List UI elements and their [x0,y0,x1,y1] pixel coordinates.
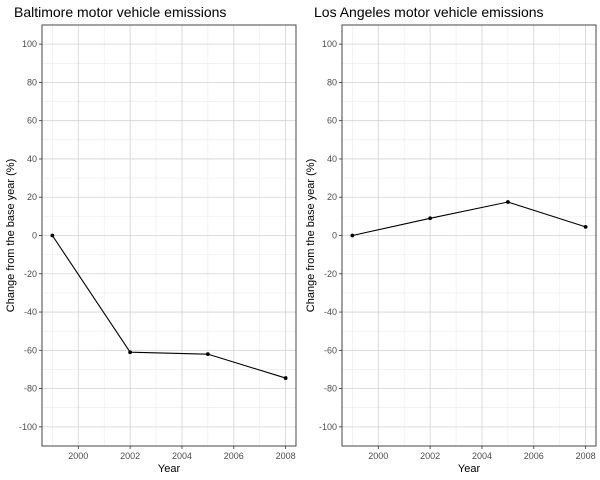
baltimore-x-tick-label: 2004 [172,451,192,461]
baltimore-y-tick-label: -20 [24,269,37,279]
baltimore-y-tick-label: 40 [27,154,37,164]
los-angeles-y-tick-label: -100 [319,422,337,432]
baltimore-data-point [205,352,210,357]
baltimore-y-tick-label: 0 [32,231,37,241]
baltimore-y-tick-label: 100 [22,39,37,49]
los-angeles-x-tick-label: 2004 [472,451,492,461]
los-angeles-x-tick-label: 2002 [420,451,440,461]
los-angeles-data-point [350,233,355,238]
baltimore-y-axis-title: Change from the base year (%) [5,159,17,312]
baltimore-data-point [283,376,288,380]
los-angeles-y-tick-label: 100 [322,39,337,49]
los-angeles-y-tick-label: 40 [327,154,337,164]
baltimore-y-tick-label: -40 [24,307,37,317]
los-angeles-data-point [428,216,433,221]
baltimore-y-tick-label: 80 [27,77,37,87]
baltimore-x-tick-label: 2008 [276,451,296,461]
baltimore-x-tick-label: 2000 [68,451,88,461]
baltimore-x-tick-label: 2006 [224,451,244,461]
baltimore-x-axis-title: Year [158,463,181,475]
los-angeles-chart-title: Los Angeles motor vehicle emissions [314,4,544,20]
los-angeles-data-point [583,224,588,229]
los-angeles-series-line [352,201,586,237]
los-angeles-x-tick-label: 2008 [576,451,596,461]
los-angeles-x-axis-title: Year [458,463,481,475]
los-angeles-y-axis-title: Change from the base year (%) [305,159,317,312]
los-angeles-y-tick-label: 60 [327,116,337,126]
los-angeles-data-point [505,200,510,204]
baltimore-y-tick-label: -60 [24,345,37,355]
los-angeles-y-tick-label: -80 [324,384,337,394]
los-angeles-x-tick-label: 2000 [368,451,388,461]
baltimore-y-tick-label: 60 [27,116,37,126]
baltimore-y-tick-label: 20 [27,192,37,202]
los-angeles-panel: -100 -80 -60 -40 -20 0 20 40 60 80 100 2000 2002 2004… [305,4,597,475]
baltimore-y-tick-label: -80 [24,384,37,394]
los-angeles-y-tick-label: 0 [332,231,337,241]
baltimore-panel: -100 -80 -60 -40 -20 0 20 40 60 80 100 2000 2002 2004… [5,4,297,475]
los-angeles-y-tick-label: -60 [324,345,337,355]
los-angeles-x-tick-label: 2006 [524,451,544,461]
los-angeles-y-tick-label: 20 [327,192,337,202]
los-angeles-y-tick-label: 80 [327,77,337,87]
los-angeles-y-tick-label: -40 [324,307,337,317]
baltimore-chart-title: Baltimore motor vehicle emissions [14,4,226,20]
los-angeles-y-tick-label: -20 [324,269,337,279]
baltimore-x-tick-label: 2002 [120,451,140,461]
baltimore-data-point [50,233,55,238]
baltimore-data-point [128,350,133,355]
baltimore-y-tick-label: -100 [19,422,37,432]
baltimore-series-line [51,235,286,379]
